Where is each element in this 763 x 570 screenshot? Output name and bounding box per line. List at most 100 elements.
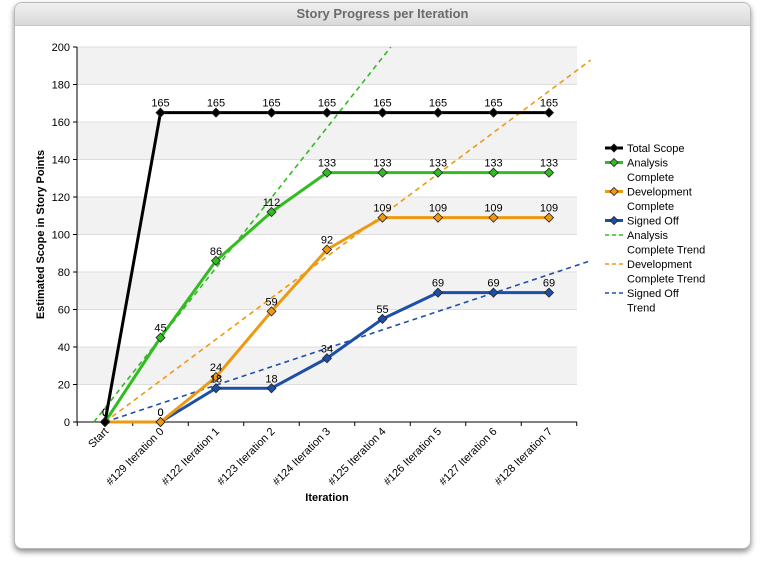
data-label: 109 <box>429 203 447 215</box>
data-label: 133 <box>429 158 447 170</box>
data-label: 92 <box>321 235 333 247</box>
y-tick-label: 120 <box>52 192 70 204</box>
data-label: 109 <box>373 203 391 215</box>
x-tick-label: #127 Iteration 6 <box>437 426 500 489</box>
data-point <box>99 416 111 428</box>
data-point <box>266 306 277 317</box>
data-point <box>488 167 499 178</box>
data-point <box>488 107 499 118</box>
y-tick-label: 0 <box>64 417 70 429</box>
grid-band <box>77 384 577 422</box>
y-tick-label: 140 <box>52 155 70 167</box>
data-point <box>543 107 555 118</box>
legend-label: Complete Trend <box>627 274 705 286</box>
data-point <box>155 416 166 428</box>
x-tick-label: #122 Iteration 1 <box>160 426 223 489</box>
data-point <box>266 383 277 394</box>
y-tick-label: 180 <box>52 80 70 92</box>
data-label: 165 <box>262 98 280 110</box>
legend-label: Signed Off <box>627 216 680 228</box>
data-label: 0 <box>102 407 108 419</box>
data-label: 0 <box>102 407 108 419</box>
data-point <box>321 107 333 118</box>
chart-title: Story Progress per Iteration <box>15 3 750 26</box>
y-tick-label: 40 <box>58 342 70 354</box>
y-tick-label: 100 <box>52 230 70 242</box>
data-point <box>321 167 333 178</box>
y-axis-title: Estimated Scope in Story Points <box>35 150 47 319</box>
x-tick-label: #126 Iteration 5 <box>382 426 445 489</box>
data-label: 0 <box>102 407 108 419</box>
data-label: 133 <box>484 158 502 170</box>
y-tick-label: 200 <box>52 42 70 54</box>
legend-label: Development <box>627 259 692 271</box>
y-tick-label: 160 <box>52 117 70 129</box>
trend-line <box>93 46 392 423</box>
data-label: 165 <box>318 98 336 110</box>
data-label: 18 <box>210 373 222 385</box>
data-point <box>377 167 388 178</box>
x-tick-label: #128 Iteration 7 <box>493 426 556 489</box>
data-label: 18 <box>265 373 277 385</box>
data-label: 69 <box>432 278 444 290</box>
data-label: 24 <box>210 362 222 374</box>
data-label: 165 <box>540 98 558 110</box>
legend-label: Analysis <box>627 230 668 242</box>
legend-marker <box>609 143 619 153</box>
legend-label: Complete Trend <box>627 245 705 257</box>
data-point <box>377 107 388 118</box>
data-label: 86 <box>210 246 222 258</box>
x-tick-label: #124 Iteration 3 <box>271 426 334 489</box>
legend-marker <box>609 186 619 197</box>
legend-label: Development <box>627 187 692 199</box>
x-tick-label: #129 Iteration 0 <box>104 426 167 489</box>
data-point <box>321 353 333 364</box>
data-point <box>377 313 388 324</box>
legend-label: Signed Off <box>627 288 680 300</box>
data-point <box>543 287 555 298</box>
data-label: 55 <box>376 304 388 316</box>
x-tick-label: #123 Iteration 2 <box>215 426 278 489</box>
grid-band <box>77 122 577 160</box>
data-point <box>432 107 444 118</box>
x-axis-title: Iteration <box>305 492 349 504</box>
data-point <box>432 212 444 223</box>
data-point <box>488 212 499 223</box>
data-point <box>155 107 166 118</box>
data-label: 0 <box>157 407 163 419</box>
data-label: 165 <box>484 98 502 110</box>
data-point <box>321 244 333 255</box>
data-label: 109 <box>540 203 558 215</box>
data-label: 45 <box>154 323 166 335</box>
data-point <box>210 371 222 383</box>
trend-line <box>104 259 591 423</box>
data-label: 34 <box>321 343 333 355</box>
data-label: 165 <box>429 98 447 110</box>
data-label: 69 <box>487 278 499 290</box>
data-point <box>432 167 444 178</box>
data-label: 165 <box>151 98 169 110</box>
data-point <box>377 212 388 223</box>
x-tick-label: Start <box>86 426 111 451</box>
y-tick-label: 80 <box>58 267 70 279</box>
data-label: 69 <box>543 278 555 290</box>
data-label: 133 <box>540 158 558 170</box>
legend-marker <box>609 215 619 226</box>
data-point <box>543 167 555 178</box>
data-point <box>155 332 166 343</box>
grid-band <box>77 159 577 197</box>
grid-band <box>77 309 577 347</box>
legend-label: Analysis <box>627 158 668 170</box>
legend-label: Complete <box>627 201 674 213</box>
data-point <box>266 107 277 118</box>
x-tick-label: #125 Iteration 4 <box>326 426 389 489</box>
data-label: 59 <box>265 296 277 308</box>
legend-label: Trend <box>627 303 655 315</box>
y-tick-label: 60 <box>58 305 70 317</box>
trend-line <box>104 59 592 423</box>
data-label: 165 <box>207 98 225 110</box>
data-point <box>210 107 222 118</box>
data-label: 165 <box>373 98 391 110</box>
data-label: 0 <box>157 407 163 419</box>
